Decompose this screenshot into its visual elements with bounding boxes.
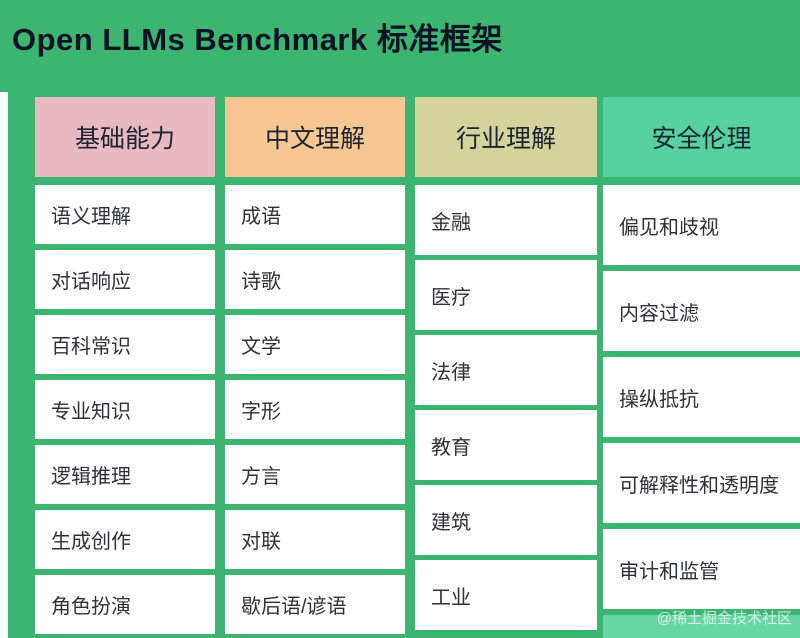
table-cell: 字形 xyxy=(225,380,405,439)
table-cell: 文学 xyxy=(225,315,405,374)
table-cell: 歇后语/谚语 xyxy=(225,575,405,634)
table-cell: 法律 xyxy=(415,335,597,405)
table-cell: 百科常识 xyxy=(35,315,215,374)
benchmark-board: 基础能力 语义理解 对话响应 百科常识 专业知识 逻辑推理 生成创作 角色扮演 中文理解 成语 诗歌… xyxy=(35,97,800,638)
table-cell: 建筑 xyxy=(415,485,597,555)
column-header: 中文理解 xyxy=(225,97,405,177)
table-cell: 对联 xyxy=(225,510,405,569)
table-cell: 成语 xyxy=(225,185,405,244)
column-4: 安全伦理 偏见和歧视 内容过滤 操纵抵抗 可解释性和透明度 审计和监管 xyxy=(603,97,800,638)
table-cell: 专业知识 xyxy=(35,380,215,439)
table-cell: 方言 xyxy=(225,445,405,504)
column-header: 行业理解 xyxy=(415,97,597,177)
table-cell: 角色扮演 xyxy=(35,575,215,634)
column-2: 中文理解成语诗歌文学字形方言对联歇后语/谚语 xyxy=(225,97,405,638)
page-title: Open LLMs Benchmark 标准框架 xyxy=(12,22,503,57)
table-cell: 金融 xyxy=(415,185,597,255)
table-cell: 诗歌 xyxy=(225,250,405,309)
table-cell: 逻辑推理 xyxy=(35,445,215,504)
table-cell: 内容过滤 xyxy=(603,271,800,351)
column-header: 安全伦理 xyxy=(603,97,800,177)
table-cell: 生成创作 xyxy=(35,510,215,569)
table-cell: 工业 xyxy=(415,560,597,630)
column-header: 基础能力 xyxy=(35,97,215,177)
table-cell: 偏见和歧视 xyxy=(603,185,800,265)
table-cell: 语义理解 xyxy=(35,185,215,244)
table-cell: 教育 xyxy=(415,410,597,480)
watermark: @稀土掘金技术社区 xyxy=(656,610,792,627)
table-cell: 操纵抵抗 xyxy=(603,357,800,437)
table-cell: 可解释性和透明度 xyxy=(603,443,800,523)
table-cell: 对话响应 xyxy=(35,250,215,309)
partial-cell xyxy=(603,615,800,638)
table-cell: 审计和监管 xyxy=(603,529,800,609)
left-edge-strip xyxy=(0,92,8,638)
table-cell: 医疗 xyxy=(415,260,597,330)
column-3: 行业理解金融 医疗 法律 教育 建筑 工业 xyxy=(415,97,597,638)
column-1: 基础能力语义理解对话响应百科常识专业知识逻辑推理生成创作角色扮演 xyxy=(35,97,215,638)
